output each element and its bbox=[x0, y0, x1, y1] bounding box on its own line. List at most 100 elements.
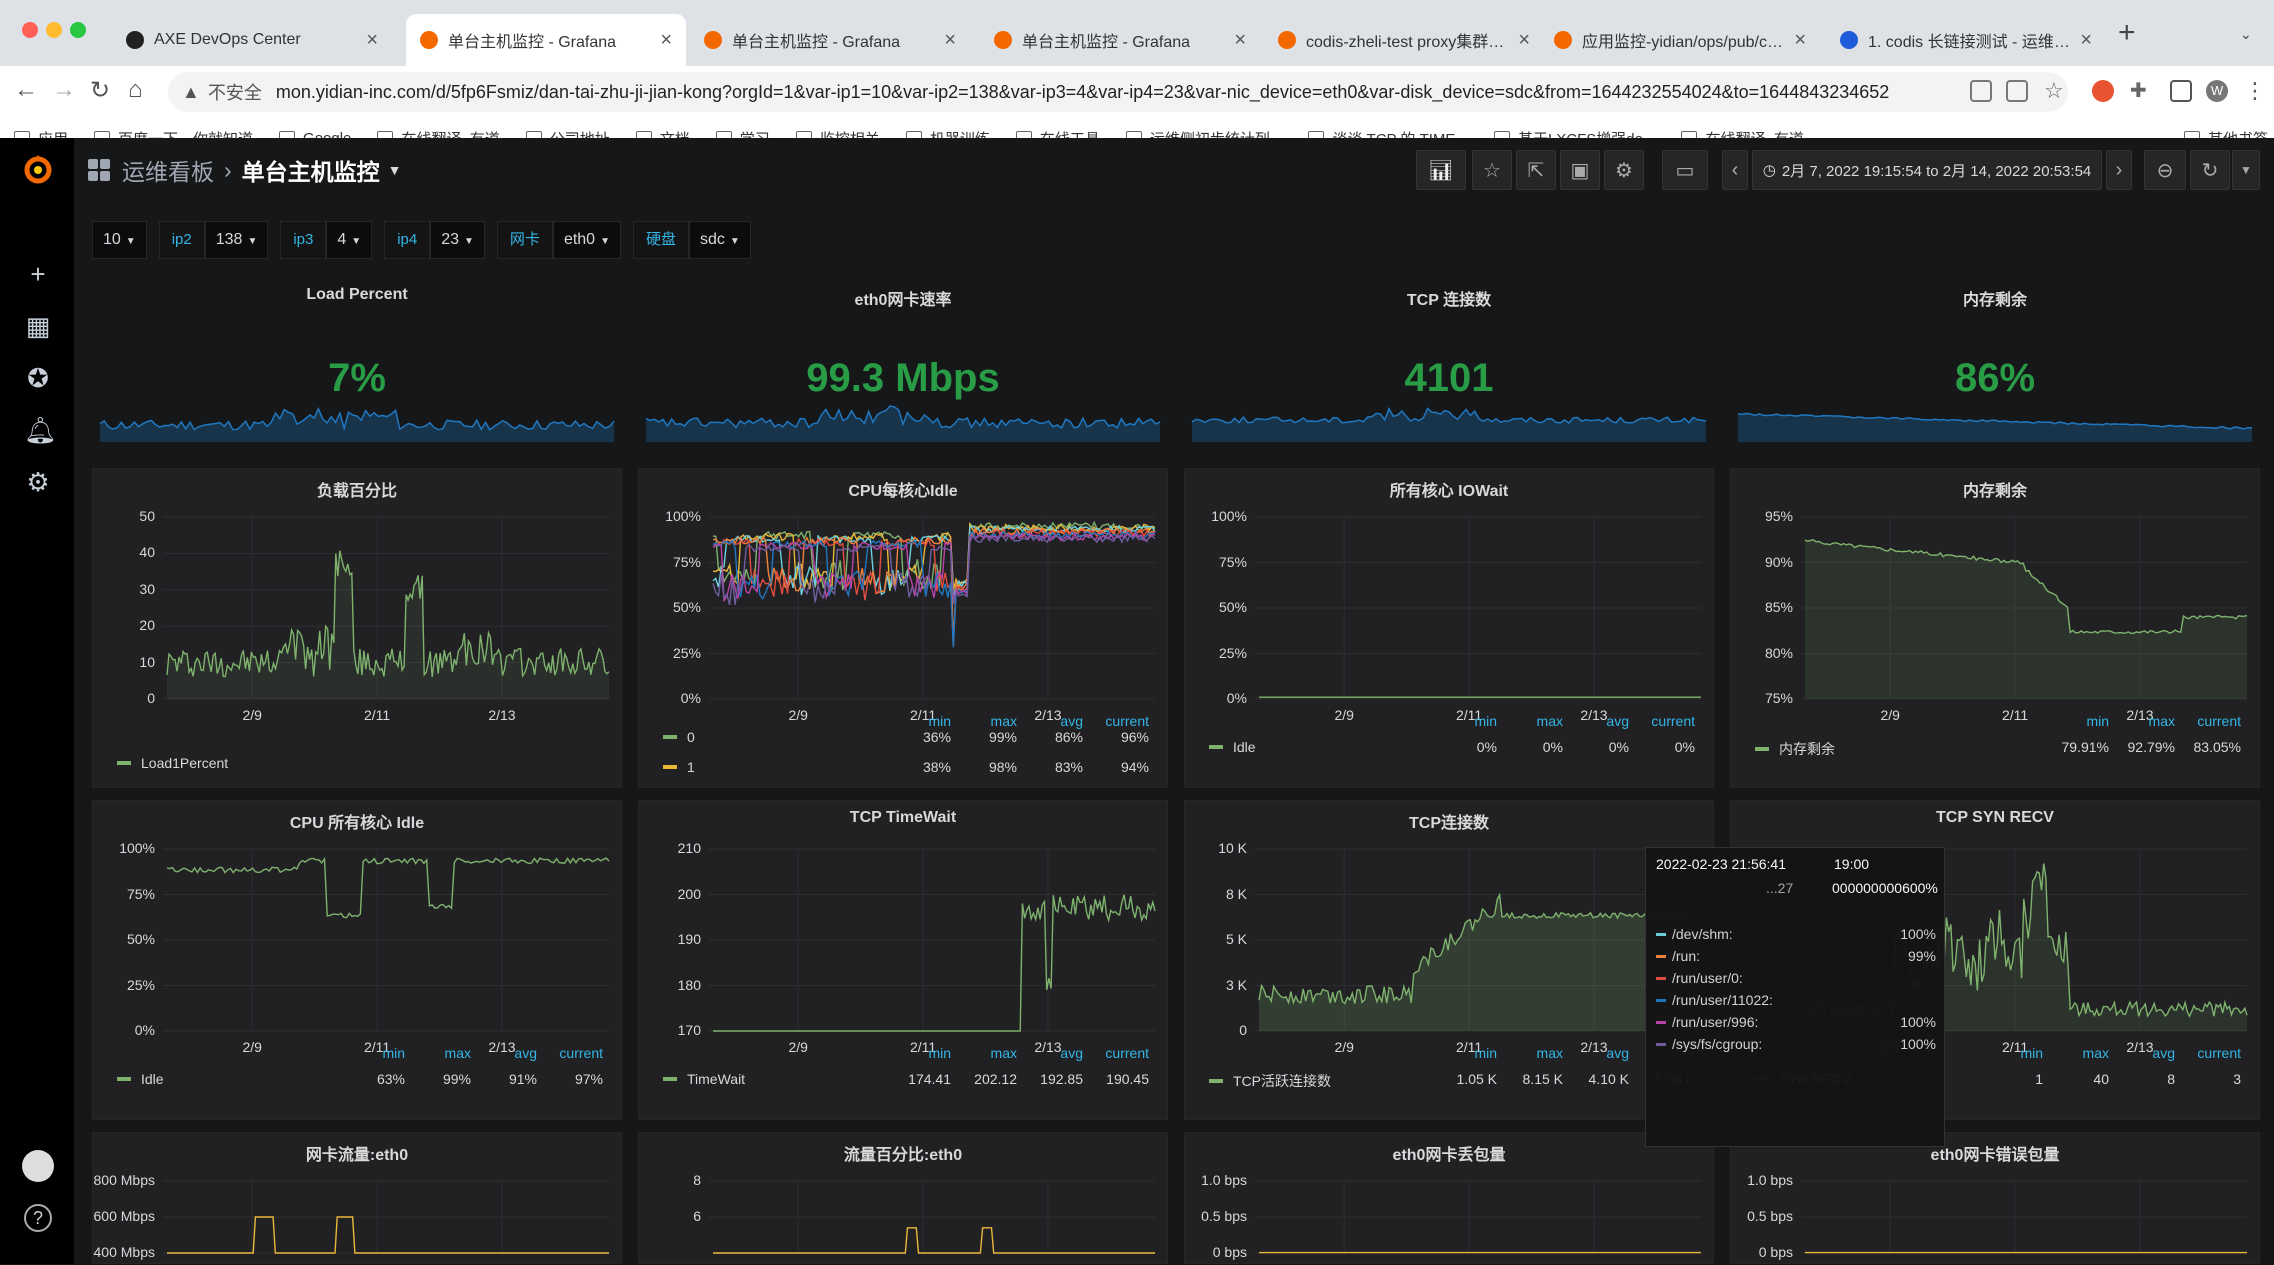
dashboards-icon[interactable]: ▦ bbox=[25, 311, 51, 341]
tab-close-icon[interactable]: × bbox=[660, 28, 672, 51]
browser-tab-6[interactable]: 1. codis 长链接测试 - 运维开发& × bbox=[1826, 14, 2106, 66]
legend-column-header[interactable]: avg bbox=[1606, 713, 1629, 729]
variable-dropdown[interactable]: eth0 ▼ bbox=[552, 221, 621, 259]
browser-tab-4[interactable]: codis-zheli-test proxy集群状态 × bbox=[1264, 14, 1544, 66]
legend-series[interactable]: TimeWait bbox=[663, 1071, 745, 1087]
zoom-out-button[interactable]: ⊖ bbox=[2144, 150, 2186, 190]
new-tab-button[interactable]: + bbox=[2118, 16, 2136, 49]
legend-column-header[interactable]: max bbox=[2148, 713, 2175, 729]
url-text[interactable]: mon.yidian-inc.com/d/5fp6Fsmiz/dan-tai-z… bbox=[275, 81, 1890, 102]
browser-tab-5[interactable]: 应用监控-yidian/ops/pub/codis × bbox=[1540, 14, 1820, 66]
forward-icon[interactable]: → bbox=[52, 76, 76, 103]
legend-column-header[interactable]: min bbox=[2020, 1045, 2043, 1061]
refresh-button[interactable]: ↻ bbox=[2190, 150, 2230, 190]
panel-title[interactable]: TCP TimeWait bbox=[849, 809, 957, 826]
panel-title[interactable]: TCP SYN RECV bbox=[1936, 809, 2054, 826]
legend-column-header[interactable]: min bbox=[382, 1045, 405, 1061]
graph-plot[interactable] bbox=[639, 801, 1169, 1121]
panel-title[interactable]: CPU 所有核心 Idle bbox=[289, 815, 425, 832]
puzzle-icon[interactable]: ✚ bbox=[2130, 80, 2147, 102]
legend-column-header[interactable]: max bbox=[990, 1045, 1017, 1061]
tab-close-icon[interactable]: × bbox=[2080, 28, 2092, 51]
legend-series[interactable]: TCP活跃连接数 bbox=[1209, 1071, 1331, 1091]
extension-red-icon[interactable] bbox=[2092, 80, 2114, 102]
grafana-logo-icon[interactable] bbox=[24, 152, 52, 184]
chevron-down-icon[interactable]: ▼ bbox=[387, 162, 402, 178]
legend-series[interactable]: Idle bbox=[1209, 739, 1256, 755]
sidepanel-icon[interactable] bbox=[2170, 80, 2192, 102]
variable-dropdown[interactable]: 23 ▼ bbox=[430, 221, 485, 259]
save-button[interactable]: ▣ bbox=[1560, 150, 1600, 190]
tv-mode-button[interactable]: ▭ bbox=[1662, 150, 1708, 190]
legend-column-header[interactable]: max bbox=[1536, 1045, 1563, 1061]
graph-plot[interactable] bbox=[1731, 469, 2261, 789]
graph-plot[interactable] bbox=[1185, 801, 1715, 1121]
add-panel-button[interactable]: 📊︎ bbox=[1416, 150, 1466, 190]
panel-title[interactable]: 网卡流量:eth0 bbox=[305, 1147, 409, 1164]
legend-column-header[interactable]: avg bbox=[1060, 1045, 1083, 1061]
profile-avatar[interactable]: W bbox=[2206, 80, 2228, 102]
panel-title[interactable]: Load Percent bbox=[306, 286, 408, 303]
graph-plot[interactable] bbox=[93, 801, 623, 1121]
graph-plot[interactable] bbox=[93, 469, 623, 789]
panel-title[interactable]: 内存剩余 bbox=[1962, 292, 2027, 309]
panel-title[interactable]: TCP连接数 bbox=[1408, 815, 1489, 832]
reload-icon[interactable]: ↻ bbox=[90, 77, 111, 104]
graph-plot[interactable] bbox=[93, 1133, 623, 1265]
address-bar[interactable]: ▲ 不安全 mon.yidian-inc.com/d/5fp6Fsmiz/dan… bbox=[168, 72, 2068, 112]
panel-title[interactable]: TCP 连接数 bbox=[1406, 292, 1492, 309]
legend-series[interactable]: Load1Percent bbox=[117, 755, 228, 771]
back-icon[interactable]: ← bbox=[14, 76, 38, 103]
legend-column-header[interactable]: min bbox=[1474, 1045, 1497, 1061]
legend-column-header[interactable]: avg bbox=[2152, 1045, 2175, 1061]
time-forward-button[interactable]: › bbox=[2106, 150, 2132, 190]
translate-icon[interactable] bbox=[1970, 80, 1992, 102]
gear-icon[interactable]: ⚙ bbox=[26, 467, 50, 497]
legend-column-header[interactable]: avg bbox=[514, 1045, 537, 1061]
variable-dropdown[interactable]: sdc ▼ bbox=[689, 221, 751, 259]
legend-column-header[interactable]: max bbox=[990, 713, 1017, 729]
maximize-window-button[interactable] bbox=[70, 22, 86, 38]
share-button[interactable]: ⇱ bbox=[1516, 150, 1556, 190]
tab-close-icon[interactable]: × bbox=[1794, 28, 1806, 51]
legend-column-header[interactable]: min bbox=[928, 713, 951, 729]
folder-link[interactable]: 运维看板 bbox=[122, 159, 214, 185]
menu-icon[interactable]: ⋮ bbox=[2244, 78, 2266, 103]
variable-dropdown[interactable]: 138 ▼ bbox=[204, 221, 269, 259]
legend-column-header[interactable]: avg bbox=[1060, 713, 1083, 729]
bookmark-star-icon[interactable]: ☆ bbox=[2044, 78, 2064, 103]
graph-plot[interactable] bbox=[639, 1133, 1169, 1265]
legend-column-header[interactable]: current bbox=[2197, 713, 2241, 729]
panel-title[interactable]: 流量百分比:eth0 bbox=[843, 1147, 963, 1164]
browser-tab-3[interactable]: 单台主机监控 - Grafana × bbox=[980, 14, 1260, 66]
tab-search-icon[interactable]: ⌄ bbox=[2240, 26, 2252, 42]
help-icon[interactable]: ? bbox=[24, 1204, 52, 1232]
legend-column-header[interactable]: current bbox=[559, 1045, 603, 1061]
graph-plot[interactable] bbox=[639, 469, 1169, 789]
legend-column-header[interactable]: current bbox=[2197, 1045, 2241, 1061]
browser-tab-0[interactable]: AXE DevOps Center × bbox=[112, 14, 392, 66]
browser-tab-2[interactable]: 单台主机监控 - Grafana × bbox=[690, 14, 970, 66]
panel-title[interactable]: eth0网卡丢包量 bbox=[1392, 1147, 1506, 1164]
variable-dropdown[interactable]: 4 ▼ bbox=[326, 221, 373, 259]
legend-column-header[interactable]: current bbox=[1105, 713, 1149, 729]
legend-column-header[interactable]: current bbox=[1651, 713, 1695, 729]
legend-column-header[interactable]: max bbox=[2082, 1045, 2109, 1061]
tab-close-icon[interactable]: × bbox=[1234, 28, 1246, 51]
graph-plot[interactable] bbox=[1185, 469, 1715, 789]
home-icon[interactable]: ⌂ bbox=[128, 76, 143, 103]
panel-title[interactable]: 内存剩余 bbox=[1962, 483, 2027, 500]
star-button[interactable]: ☆ bbox=[1472, 150, 1512, 190]
tab-close-icon[interactable]: × bbox=[366, 28, 378, 51]
legend-series[interactable]: 1 bbox=[663, 759, 695, 775]
panel-title[interactable]: CPU每核心Idle bbox=[848, 483, 958, 500]
tab-close-icon[interactable]: × bbox=[1518, 28, 1530, 51]
legend-series[interactable]: 0 bbox=[663, 729, 695, 745]
alert-bell-icon[interactable]: 🔔︎ bbox=[24, 415, 58, 445]
legend-column-header[interactable]: current bbox=[1105, 1045, 1149, 1061]
plus-icon[interactable]: + bbox=[30, 259, 46, 289]
legend-column-header[interactable]: min bbox=[928, 1045, 951, 1061]
dashboard-title[interactable]: 单台主机监控 bbox=[241, 159, 380, 185]
legend-series[interactable]: Idle bbox=[117, 1071, 164, 1087]
panel-title[interactable]: 负载百分比 bbox=[316, 483, 397, 500]
